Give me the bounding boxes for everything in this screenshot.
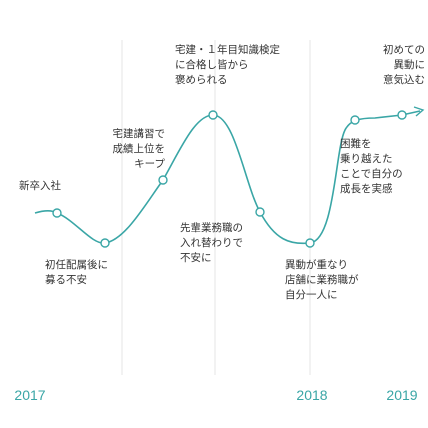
annotation-line: 成績上位を <box>113 142 166 155</box>
annotations: 新卒入社宅建講習で成績上位をキープ宅建・１年目知識検定に合格し皆から褒められる初… <box>19 43 425 301</box>
point <box>208 110 218 120</box>
annotation-line: 意気込む <box>383 73 425 86</box>
annotation-line: 初任配属後に <box>45 258 108 271</box>
year-label: 2019 <box>386 387 417 403</box>
annotation-line: 初めての <box>383 43 425 56</box>
point <box>158 175 168 185</box>
year-label: 2017 <box>14 387 45 403</box>
point <box>397 110 407 120</box>
annotation-line: 新卒入社 <box>19 179 61 192</box>
curve <box>34 110 421 245</box>
annotation-line: 不安に <box>180 251 212 264</box>
point <box>100 238 110 248</box>
annotation-line: ことで自分の <box>340 167 403 180</box>
point <box>350 115 360 125</box>
arrow-head <box>413 106 425 117</box>
point <box>52 208 62 218</box>
annotation-line: 成長を実感 <box>340 182 393 195</box>
annotation-line: 宅建・１年目知識検定 <box>175 43 280 56</box>
annotation-line: 入れ替わりで <box>180 236 243 249</box>
annotation-line: キープ <box>134 158 165 170</box>
points <box>52 110 407 248</box>
point <box>255 207 265 217</box>
guides <box>121 40 311 375</box>
annotation-line: 異動が重なり <box>285 258 348 271</box>
annotation-line: 褒められる <box>175 73 228 86</box>
annotation-line: 宅建講習で <box>113 127 166 140</box>
annotation-line: 困難を <box>340 137 372 150</box>
annotation-line: 乗り越えた <box>340 152 393 165</box>
annotation-line: 自分一人に <box>285 288 338 301</box>
year-label: 2018 <box>296 387 327 403</box>
annotation-line: 募る不安 <box>45 273 87 286</box>
annotation-line: 先輩業務職の <box>180 221 243 234</box>
point <box>305 238 315 248</box>
annotation-line: 店舗に業務職が <box>285 273 359 286</box>
annotation-line: に合格し皆から <box>175 58 249 71</box>
annotation-line: 異動に <box>394 58 426 71</box>
